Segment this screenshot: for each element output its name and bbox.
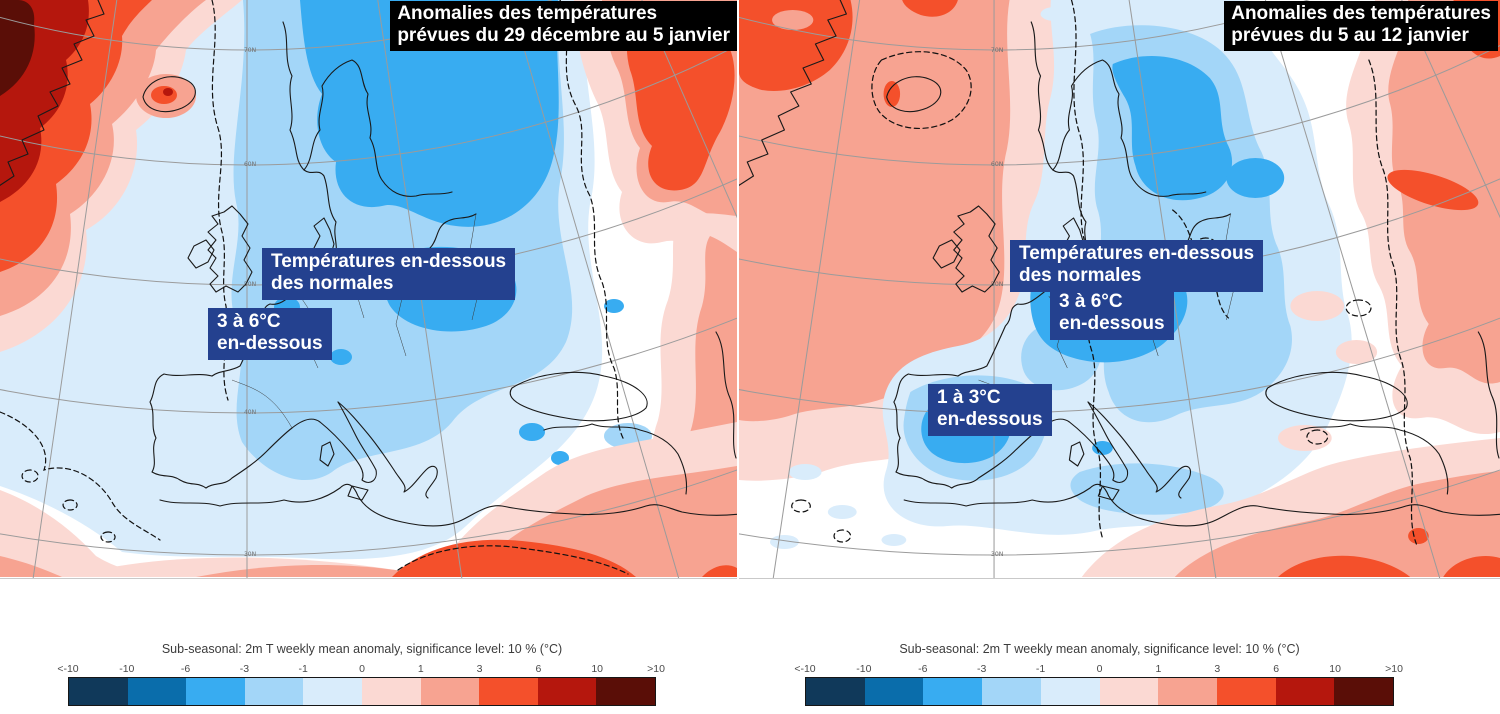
legend-color-segment: [361, 678, 421, 705]
legend-tick-row: <-10 -10 -6 -3 -1 0 1 3 6 10 >10: [57, 663, 665, 677]
annotation-line: en-dessous: [217, 333, 323, 355]
legend-color-segment: [982, 678, 1041, 705]
annotation-3-6-below: 3 à 6°C en-dessous: [1050, 288, 1174, 341]
legend-tick-label: -10: [856, 663, 872, 675]
graticule-label: 70N: [244, 47, 256, 54]
annotation-3-6-below: 3 à 6°C en-dessous: [208, 308, 332, 361]
annotation-line: des normales: [1019, 265, 1142, 287]
legend-color-segment: [127, 678, 187, 705]
legend-tick-label: -6: [180, 663, 191, 675]
legend-tick-label: -3: [977, 663, 987, 675]
legend-color-segment: [537, 678, 597, 705]
legend-tick-label: 3: [1214, 663, 1221, 675]
map-title-line2: prévues du 29 décembre au 5 janvier: [397, 25, 730, 47]
legend-tick-label: 1: [1155, 663, 1162, 675]
legend-tick-label: -10: [119, 663, 135, 675]
legend-tick-label: >10: [1385, 663, 1403, 675]
legend-color-segment: [806, 678, 865, 705]
map-title-line1: Anomalies des températures: [1231, 3, 1491, 24]
map-title-week2: Anomalies des températures prévues du 5 …: [1224, 1, 1498, 52]
legend-tick-label: -1: [1035, 663, 1046, 675]
legend-tick-label: >10: [647, 663, 665, 675]
legend-tick-label: 6: [1273, 663, 1280, 675]
graticule-label: 40N: [244, 409, 256, 416]
legend-color-segment: [186, 678, 245, 705]
annotation-line: Températures en-dessous: [1019, 243, 1255, 264]
anomaly-map-week1: 70N 60N 50N 40N 30N: [0, 0, 737, 578]
graticule-label: 70N: [991, 47, 1003, 54]
legend-color-segment: [244, 678, 304, 705]
annotation-below-normal: Températures en-dessous des normales: [262, 248, 516, 301]
annotation-line: en-dessous: [937, 409, 1043, 431]
legend-color-bar: [68, 677, 656, 706]
legend-color-segment: [1216, 678, 1276, 705]
map-title-line1: Anomalies des températures: [397, 3, 658, 24]
legend-color-segment: [923, 678, 983, 705]
legend-tick-label: 10: [1329, 663, 1341, 675]
graticule-label: 60N: [244, 161, 256, 168]
legend-color-segment: [1158, 678, 1217, 705]
annotation-line: 3 à 6°C: [1059, 291, 1123, 312]
map-title-week1: Anomalies des températures prévues du 29…: [390, 1, 737, 52]
legend-tick-label: 0: [359, 663, 365, 675]
annotation-line: 1 à 3°C: [937, 387, 1001, 408]
legend-color-segment: [864, 678, 924, 705]
legend-color-segment: [1099, 678, 1159, 705]
legend-tick-label: <-10: [794, 663, 816, 675]
legend-tick-label: -1: [298, 663, 308, 675]
color-scale-legend-week1: Sub-seasonal: 2m T weekly mean anomaly, …: [57, 642, 665, 706]
legend-tick-label: -6: [918, 663, 928, 675]
legend-tick-label: 3: [476, 663, 483, 675]
legend-color-segment: [1275, 678, 1335, 705]
legend-tick-row: <-10 -10 -6 -3 -1 0 1 3 6 10 >10: [794, 663, 1403, 677]
legend-title: Sub-seasonal: 2m T weekly mean anomaly, …: [161, 642, 563, 656]
annotation-below-normal: Températures en-dessous des normales: [1010, 240, 1264, 293]
legend-tick-label: <-10: [57, 663, 79, 675]
legend-color-segment: [1040, 678, 1100, 705]
graticule-label: 50N: [991, 281, 1003, 288]
annotation-line: Températures en-dessous: [271, 251, 507, 272]
legend-tick-label: 10: [591, 663, 604, 675]
legend-tick-label: 0: [1096, 663, 1103, 675]
graticule-label: 60N: [991, 161, 1003, 168]
legend-color-segment: [596, 678, 655, 705]
graticule-label: 50N: [244, 281, 256, 288]
annotation-1-3-below: 1 à 3°C en-dessous: [928, 384, 1052, 437]
legend-tick-label: 6: [535, 663, 542, 675]
legend-title: Sub-seasonal: 2m T weekly mean anomaly, …: [899, 642, 1300, 656]
graticule-label: 30N: [991, 551, 1003, 558]
graticule-labels: 70N 60N 50N 40N 30N: [244, 47, 256, 558]
legend-color-segment: [1334, 678, 1394, 705]
annotation-line: en-dessous: [1059, 313, 1165, 335]
legend-tick-label: 1: [417, 663, 424, 675]
map-title-line2: prévues du 5 au 12 janvier: [1231, 25, 1469, 47]
legend-color-segment: [303, 678, 362, 705]
legend-tick-label: -3: [239, 663, 250, 675]
annotation-line: 3 à 6°C: [217, 311, 281, 332]
legend-color-segment: [479, 678, 538, 705]
legend-color-bar: [805, 677, 1394, 706]
legend-color-segment: [69, 678, 128, 705]
map-panel-week1: 70N 60N 50N 40N 30N Anomalies des températur…: [0, 0, 737, 579]
annotation-line: des normales: [271, 273, 394, 295]
legend-color-segment: [420, 678, 480, 705]
graticule-label: 30N: [244, 551, 256, 558]
color-scale-legend-week2: Sub-seasonal: 2m T weekly mean anomaly, …: [794, 642, 1403, 706]
